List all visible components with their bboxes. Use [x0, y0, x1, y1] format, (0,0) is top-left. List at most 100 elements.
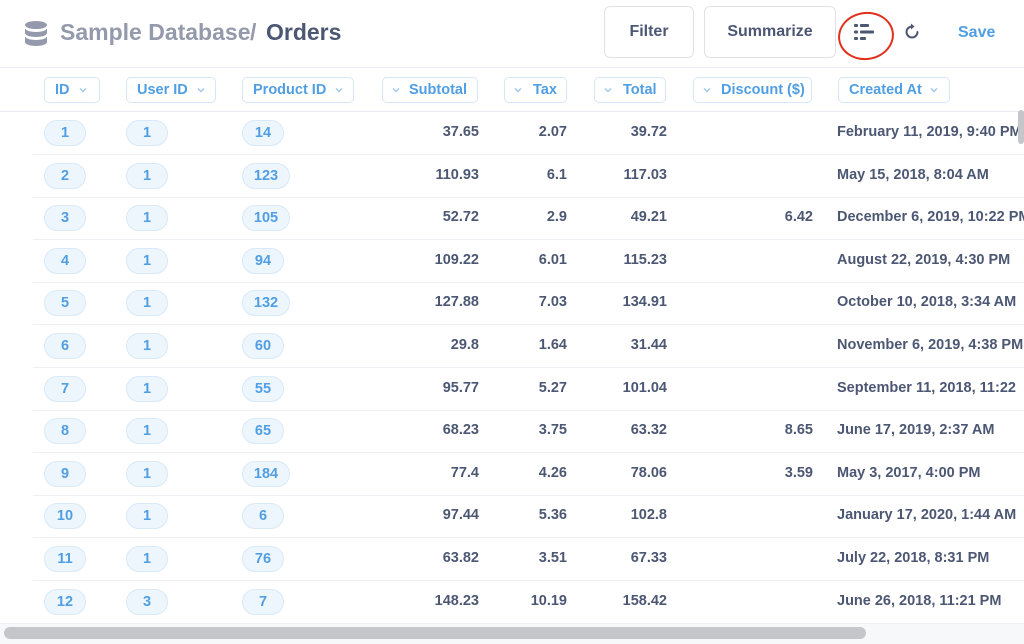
- cell-total: 115.23: [623, 251, 667, 268]
- cell-subtotal: 95.77: [442, 379, 479, 396]
- cell-user-id[interactable]: 1: [126, 120, 168, 146]
- cell-product-id[interactable]: 94: [242, 247, 284, 274]
- cell-id[interactable]: 4: [44, 247, 86, 274]
- cell-product-id[interactable]: 60: [242, 333, 284, 359]
- cell-created-at: December 6, 2019, 10:22 PM: [837, 209, 1024, 226]
- cell-user-id[interactable]: 1: [126, 418, 168, 445]
- page-title[interactable]: Orders: [266, 19, 342, 45]
- cell-user-id[interactable]: 1: [126, 162, 168, 189]
- chevron-down-icon: [392, 88, 400, 93]
- column-header-id[interactable]: ID: [44, 77, 100, 103]
- cell-user-id[interactable]: 1: [126, 546, 168, 572]
- cell-product-id[interactable]: 55: [242, 375, 284, 402]
- cell-total: 67.33: [630, 550, 667, 566]
- cell-total: 134.91: [622, 294, 667, 311]
- cell-user-id[interactable]: 1: [126, 503, 168, 530]
- cell-created-at: October 10, 2018, 3:34 AM: [837, 294, 1017, 311]
- cell-product-id[interactable]: 184: [242, 460, 290, 487]
- cell-created-at: September 11, 2018, 11:22: [837, 379, 1016, 396]
- cell-user-id[interactable]: 1: [126, 205, 168, 232]
- cell-total: 49.21: [630, 209, 667, 226]
- table-row[interactable]: 2 1 123 110.93 6.1 117.03 May 15, 2018, 8:04 A…: [33, 155, 1024, 198]
- horizontal-scrollbar[interactable]: [4, 627, 866, 639]
- cell-created-at: May 3, 2017, 4:00 PM: [837, 464, 981, 481]
- column-header-total[interactable]: Total: [594, 77, 666, 103]
- column-header-tax[interactable]: Tax: [504, 77, 567, 103]
- cell-id[interactable]: 11: [44, 546, 86, 572]
- cell-total: 102.8: [630, 507, 667, 524]
- cell-product-id[interactable]: 76: [242, 546, 284, 572]
- cell-id[interactable]: 2: [44, 162, 86, 189]
- cell-tax: 3.51: [538, 550, 567, 566]
- cell-total: 31.44: [630, 337, 667, 353]
- column-header-created-at[interactable]: Created At: [838, 77, 950, 103]
- query-header: Sample Database / Orders Filter Summariz…: [0, 0, 1024, 68]
- cell-total: 39.72: [630, 124, 667, 140]
- table-row[interactable]: 1 1 14 37.65 2.07 39.72 February 11, 2019, 9:4…: [33, 112, 1024, 155]
- cell-user-id[interactable]: 1: [126, 375, 168, 402]
- cell-user-id[interactable]: 1: [126, 247, 168, 274]
- cell-id[interactable]: 5: [44, 290, 86, 317]
- summarize-button[interactable]: Summarize: [704, 6, 836, 58]
- cell-subtotal: 97.44: [442, 507, 479, 524]
- cell-product-id[interactable]: 6: [242, 503, 284, 530]
- cell-product-id[interactable]: 105: [242, 205, 290, 232]
- table-row[interactable]: 11 1 76 63.82 3.51 67.33 July 22, 2018, 8:31 P…: [33, 538, 1024, 581]
- cell-id[interactable]: 1: [44, 120, 86, 146]
- table-row[interactable]: 7 1 55 95.77 5.27 101.04 September 11, 2018, 1…: [33, 368, 1024, 411]
- cell-user-id[interactable]: 1: [126, 333, 168, 359]
- cell-total: 101.04: [622, 379, 667, 396]
- cell-tax: 7.03: [538, 294, 567, 311]
- column-header-product-id[interactable]: Product ID: [242, 77, 354, 103]
- cell-subtotal: 29.8: [450, 337, 479, 353]
- cell-user-id[interactable]: 1: [126, 290, 168, 317]
- column-label: Created At: [849, 82, 922, 98]
- chevron-down-icon: [79, 88, 86, 93]
- cell-subtotal: 148.23: [434, 592, 479, 609]
- table-row[interactable]: 4 1 94 109.22 6.01 115.23 August 22, 2019, 4:3…: [33, 240, 1024, 283]
- database-icon: [25, 21, 47, 46]
- table-row[interactable]: 12 3 7 148.23 10.19 158.42 June 26, 2018, 11:2…: [33, 581, 1024, 624]
- table-row[interactable]: 10 1 6 97.44 5.36 102.8 January 17, 2020, 1:44…: [33, 495, 1024, 539]
- chevron-down-icon: [335, 88, 343, 93]
- cell-user-id[interactable]: 3: [126, 588, 168, 615]
- vertical-scrollbar[interactable]: [1018, 110, 1024, 144]
- cell-tax: 6.1: [546, 166, 567, 183]
- cell-id[interactable]: 9: [44, 460, 86, 487]
- column-label: Total: [623, 82, 657, 98]
- table-row[interactable]: 6 1 60 29.8 1.64 31.44 November 6, 2019, 4:38 …: [33, 325, 1024, 368]
- cell-id[interactable]: 10: [44, 503, 86, 530]
- column-label: Tax: [533, 82, 557, 98]
- table-row[interactable]: 9 1 184 77.4 4.26 78.06 3.59 May 3, 2017, 4:00 …: [33, 453, 1024, 496]
- cell-id[interactable]: 3: [44, 205, 86, 232]
- breadcrumb-database[interactable]: Sample Database: [60, 19, 251, 45]
- cell-product-id[interactable]: 65: [242, 418, 284, 445]
- table-row[interactable]: 3 1 105 52.72 2.9 49.21 6.42 December 6, 2019, …: [33, 197, 1024, 241]
- table-row[interactable]: 5 1 132 127.88 7.03 134.91 October 10, 2018, 3…: [33, 282, 1024, 326]
- cell-id[interactable]: 8: [44, 418, 86, 445]
- filter-button[interactable]: Filter: [604, 6, 694, 58]
- column-header-discount[interactable]: Discount ($): [693, 77, 812, 103]
- cell-user-id[interactable]: 1: [126, 460, 168, 487]
- chevron-down-icon: [514, 88, 522, 93]
- cell-id[interactable]: 12: [44, 588, 86, 615]
- table-row[interactable]: 8 1 65 68.23 3.75 63.32 8.65 June 17, 2019, 2:3…: [33, 410, 1024, 454]
- cell-tax: 2.07: [538, 124, 567, 140]
- cell-product-id[interactable]: 132: [242, 290, 290, 317]
- save-button[interactable]: Save: [958, 24, 996, 41]
- cell-subtotal: 63.82: [442, 550, 479, 566]
- cell-id[interactable]: 6: [44, 333, 86, 359]
- cell-product-id[interactable]: 123: [242, 162, 290, 189]
- cell-product-id[interactable]: 14: [242, 120, 284, 146]
- column-header-user-id[interactable]: User ID: [126, 77, 216, 103]
- show-editor-button[interactable]: [846, 14, 882, 50]
- cell-id[interactable]: 7: [44, 375, 86, 402]
- cell-product-id[interactable]: 7: [242, 588, 284, 615]
- cell-discount: 8.65: [784, 422, 813, 439]
- column-header-subtotal[interactable]: Subtotal: [382, 77, 478, 103]
- cell-subtotal: 68.23: [442, 422, 479, 439]
- cell-created-at: May 15, 2018, 8:04 AM: [837, 166, 989, 183]
- list-icon: [854, 24, 874, 40]
- refresh-button[interactable]: [894, 14, 930, 50]
- cell-created-at: February 11, 2019, 9:40 PM: [837, 124, 1022, 140]
